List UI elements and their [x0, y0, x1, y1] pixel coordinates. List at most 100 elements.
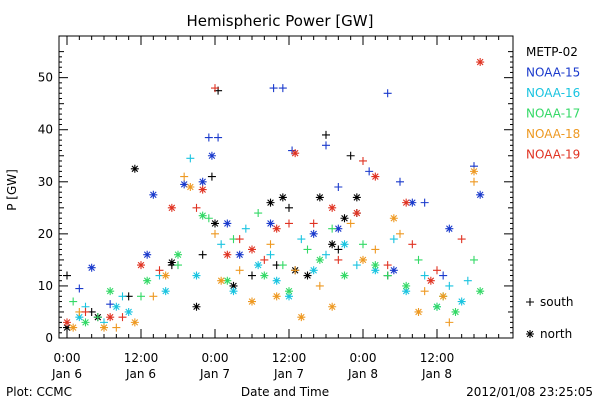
- data-point-north: [254, 261, 263, 270]
- x-tick-label-date: Jan 7: [273, 367, 304, 381]
- x-tick-label-time: 12:00: [124, 351, 159, 365]
- data-point-south: [303, 245, 312, 254]
- data-point-north: [285, 287, 293, 296]
- data-point-south: [155, 266, 164, 275]
- plot-frame: [58, 35, 514, 339]
- data-point-south: [346, 219, 355, 228]
- legend-entry: NOAA-19: [526, 148, 580, 162]
- data-point-south: [211, 84, 219, 93]
- data-point-north: [180, 180, 189, 189]
- data-point-north: [340, 214, 349, 223]
- data-point-north: [476, 190, 485, 199]
- legend: METP-02 NOAA-15 NOAA-16 NOAA-17 NOAA-18 NOAA-…: [526, 45, 580, 341]
- x-tick-label-time: 0:00: [350, 351, 377, 365]
- data-point-north: [217, 276, 226, 285]
- data-point-north: [328, 203, 337, 212]
- data-point-south: [217, 240, 226, 249]
- data-point-south: [322, 141, 330, 150]
- data-point-north: [229, 281, 238, 290]
- data-point-south: [204, 133, 213, 142]
- data-point-south: [198, 250, 207, 259]
- data-point-north: [359, 255, 367, 264]
- data-point-north: [352, 209, 361, 218]
- data-point-south: [285, 219, 293, 228]
- data-point-north: [414, 307, 423, 316]
- data-point-north: [223, 276, 232, 285]
- data-point-north: [309, 229, 318, 238]
- data-point-north: [130, 164, 139, 173]
- data-point-north: [451, 307, 460, 316]
- data-point-north: [439, 292, 448, 301]
- data-point-south: [408, 240, 417, 249]
- data-point-north: [192, 271, 201, 280]
- data-point-north: [476, 287, 485, 296]
- data-point-north: [328, 240, 337, 249]
- legend-entry: NOAA-17: [526, 107, 580, 121]
- x-tick-label-date: Jan 6: [51, 367, 82, 381]
- x-axis-label: Date and Time: [241, 385, 329, 399]
- data-point-north: [69, 323, 78, 332]
- data-point-north: [389, 214, 398, 223]
- data-point-south: [266, 250, 275, 259]
- data-point-north: [340, 240, 349, 249]
- data-point-north: [352, 193, 361, 202]
- chart-title: Hemispheric Power [GW]: [187, 12, 374, 30]
- data-point-north: [402, 287, 411, 296]
- data-point-north: [426, 276, 435, 285]
- data-point-north: [402, 198, 411, 207]
- plot-credit: Plot: CCMC: [6, 385, 72, 399]
- data-point-south: [334, 255, 343, 264]
- data-point-south: [118, 313, 127, 322]
- series-noaa-15: [75, 84, 485, 309]
- data-point-south: [204, 214, 213, 223]
- data-point-south: [254, 209, 263, 218]
- x-tick-label-date: Jan 8: [421, 367, 452, 381]
- data-point-north: [223, 219, 232, 228]
- data-point-north: [143, 276, 152, 285]
- data-point-south: [346, 151, 355, 160]
- data-point-north: [124, 307, 133, 316]
- data-point-north: [266, 219, 275, 228]
- data-point-south: [192, 203, 201, 212]
- data-point-north: [315, 193, 324, 202]
- data-point-north: [161, 271, 170, 280]
- legend-entry: METP-02: [526, 45, 578, 59]
- data-point-south: [383, 89, 392, 98]
- data-point-south: [75, 284, 84, 293]
- data-point-south: [235, 266, 244, 275]
- data-point-north: [457, 297, 466, 306]
- data-point-north: [315, 255, 324, 264]
- x-tick-label-time: 0:00: [54, 351, 81, 365]
- data-point-north: [272, 276, 281, 285]
- data-point-south: [278, 261, 287, 270]
- y-axis-label: P [GW]: [5, 169, 19, 211]
- legend-entry: NOAA-15: [526, 66, 580, 80]
- data-point-south: [352, 261, 361, 270]
- data-point-north: [192, 302, 201, 311]
- data-point-south: [383, 271, 392, 280]
- data-point-south: [248, 271, 256, 280]
- y-tick-label: 40: [38, 123, 53, 137]
- data-point-south: [174, 261, 182, 270]
- data-point-south: [420, 271, 429, 280]
- data-point-north: [334, 224, 343, 233]
- data-point-south: [328, 224, 337, 233]
- data-point-north: [207, 151, 216, 160]
- data-point-north: [223, 250, 232, 259]
- data-point-north: [371, 261, 380, 270]
- data-point-south: [241, 224, 250, 233]
- data-point-north: [106, 287, 115, 296]
- data-point-north: [81, 318, 90, 327]
- data-point-south: [81, 307, 90, 316]
- data-point-north: [198, 185, 207, 194]
- x-tick-label-time: 0:00: [202, 351, 229, 365]
- data-point-south: [297, 235, 306, 244]
- data-point-north: [445, 224, 454, 233]
- data-point-north: [167, 203, 176, 212]
- data-point-south: [445, 318, 454, 327]
- marker-legend-label: south: [540, 295, 574, 309]
- data-point-north: [408, 198, 417, 207]
- data-point-north: [75, 313, 84, 322]
- data-point-south: [439, 271, 448, 280]
- data-point-north: [198, 177, 207, 186]
